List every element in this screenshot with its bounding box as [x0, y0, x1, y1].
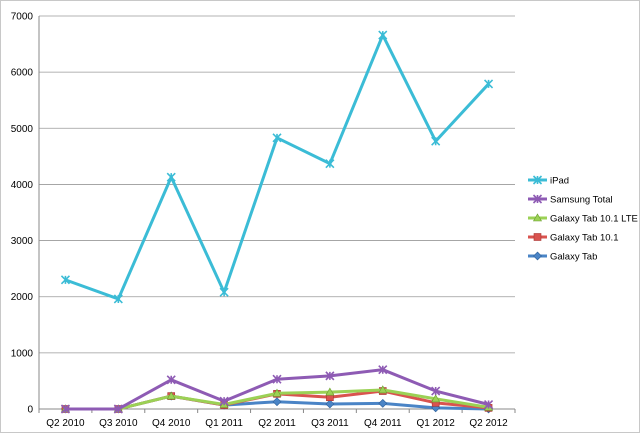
series-line-0 — [64, 33, 490, 301]
x-tick-label: Q4 2010 — [152, 418, 191, 429]
data-point — [325, 399, 335, 409]
y-tick-label: 3000 — [11, 236, 34, 247]
legend-marker — [533, 233, 542, 241]
data-point — [272, 133, 282, 143]
data-point — [272, 388, 282, 397]
legend-item: Galaxy Tab — [528, 252, 597, 263]
y-tick-label: 0 — [27, 405, 33, 416]
x-tick-label: Q2 2010 — [46, 418, 85, 429]
data-point — [378, 365, 388, 375]
data-point — [113, 294, 123, 304]
data-point — [325, 371, 335, 381]
gridlines — [39, 15, 515, 410]
data-point — [166, 391, 176, 400]
data-point — [166, 375, 176, 385]
data-point — [166, 172, 176, 182]
data-point — [378, 398, 388, 408]
legend-label: Samsung Total — [550, 195, 613, 206]
legend-label: iPad — [550, 176, 569, 187]
data-point — [325, 387, 335, 396]
data-point — [378, 30, 388, 40]
legend-item: iPad — [528, 175, 569, 187]
data-point — [378, 385, 388, 394]
x-tick-label: Q1 2012 — [416, 418, 455, 429]
data-point — [219, 287, 229, 297]
x-tick-label: Q2 2011 — [258, 418, 296, 429]
data-point — [219, 396, 229, 406]
legend-item: Samsung Total — [528, 194, 613, 206]
y-tick-label: 6000 — [11, 68, 34, 79]
legend-marker — [532, 194, 543, 204]
x-tick-label: Q3 2010 — [99, 418, 138, 429]
y-tick-label: 4000 — [11, 180, 34, 191]
legend-item: Galaxy Tab 10.1 LTE — [528, 213, 638, 225]
data-point — [483, 399, 494, 410]
data-point — [60, 275, 71, 285]
data-point — [113, 404, 123, 414]
x-tick-label: Q4 2011 — [364, 418, 402, 429]
x-tick-label: Q3 2011 — [311, 418, 349, 429]
legend-marker — [532, 175, 543, 185]
data-point — [431, 136, 441, 146]
legend-marker — [533, 251, 542, 261]
y-tick-label: 5000 — [11, 124, 34, 135]
y-tick-label: 1000 — [11, 348, 34, 359]
legend-label: Galaxy Tab 10.1 — [550, 233, 618, 244]
data-point — [60, 404, 71, 414]
x-tick-label: Q1 2011 — [205, 418, 243, 429]
data-point — [272, 374, 282, 384]
axes: 0 1000 2000 3000 4000 5000 6000 7000 Q2 2010 Q3 2… — [11, 12, 516, 429]
series-lines — [60, 30, 494, 414]
y-tick-label: 7000 — [11, 12, 34, 23]
data-point — [325, 159, 335, 169]
legend-marker — [532, 213, 543, 222]
legend-item: Galaxy Tab 10.1 — [528, 233, 618, 244]
data-point — [272, 397, 282, 407]
x-tick-label: Q2 2012 — [469, 418, 508, 429]
legend: iPad Samsung Total Galaxy Tab 10.1 LTE Gala… — [528, 175, 638, 263]
legend-label: Galaxy Tab 10.1 LTE — [550, 214, 638, 225]
y-tick-label: 2000 — [11, 292, 34, 303]
data-point — [431, 386, 441, 396]
legend-label: Galaxy Tab — [550, 252, 597, 263]
data-point — [431, 394, 441, 403]
data-point — [483, 79, 494, 89]
